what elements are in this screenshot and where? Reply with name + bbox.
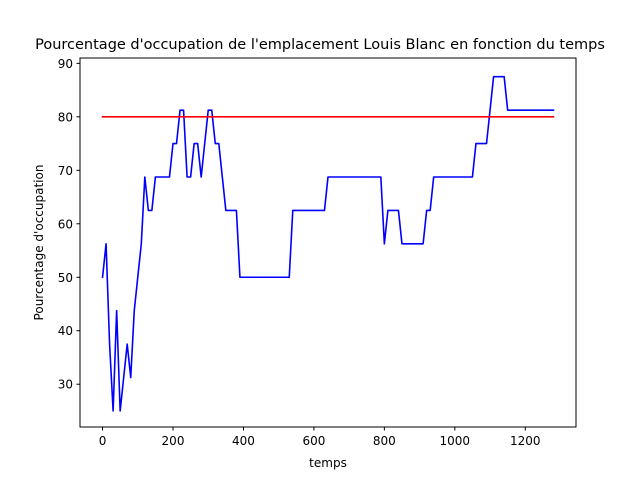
x-tick-label: 0 (99, 434, 107, 448)
y-tick-label: 60 (58, 217, 73, 231)
x-tick-label: 1200 (510, 434, 541, 448)
x-tick-label: 600 (302, 434, 325, 448)
y-tick-label: 40 (58, 324, 73, 338)
x-tick-label: 1000 (440, 434, 471, 448)
x-tick-label: 200 (162, 434, 185, 448)
ticks-layer: 0 200 400 600 800 1000 1200 30 40 50 60 70 80 90 (58, 57, 541, 448)
x-axis-label: temps (309, 456, 347, 470)
y-tick-label: 70 (58, 164, 73, 178)
y-tick-label: 50 (58, 271, 73, 285)
x-tick-label: 400 (232, 434, 255, 448)
series-layer (101, 75, 555, 412)
y-tick-label: 80 (58, 110, 73, 124)
y-axis-label: Pourcentage d'occupation (32, 165, 46, 321)
x-tick-label: 800 (373, 434, 396, 448)
axes-frame (79, 57, 577, 428)
y-tick-label: 90 (58, 57, 73, 71)
y-tick-label: 30 (58, 378, 73, 392)
series-line-1 (101, 75, 555, 412)
chart-title: Pourcentage d'occupation de l'emplacemen… (35, 37, 605, 53)
